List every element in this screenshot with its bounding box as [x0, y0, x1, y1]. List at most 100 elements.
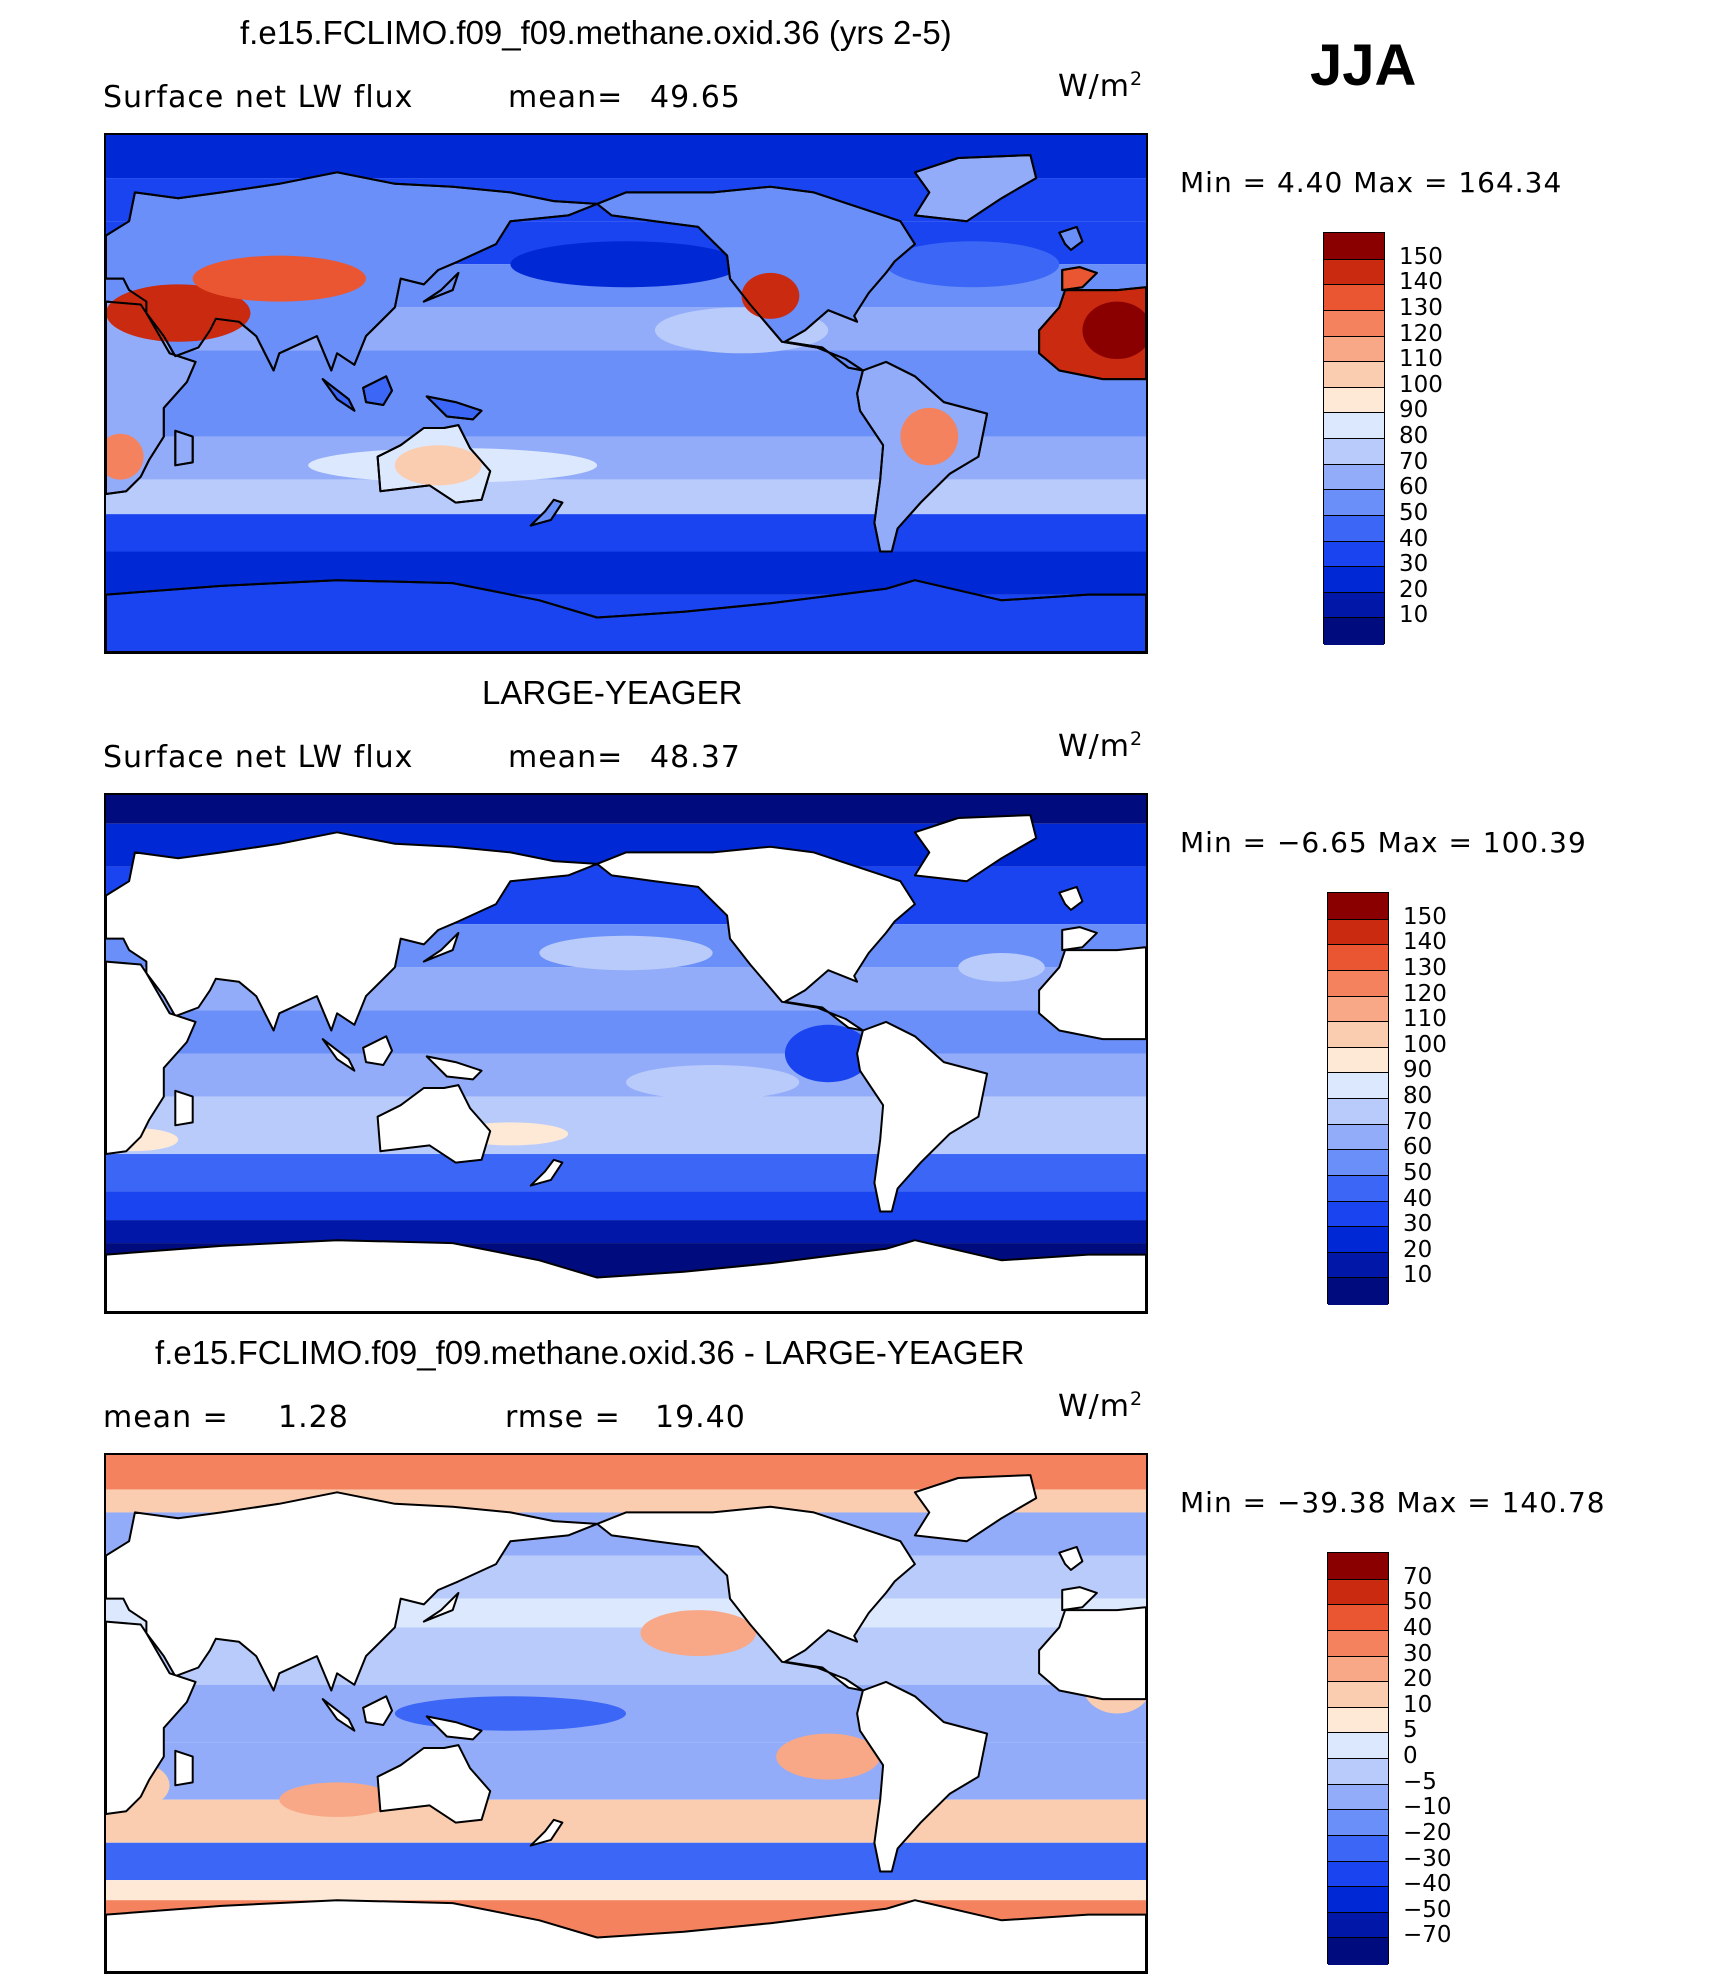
colorbar-swatch [1328, 1886, 1388, 1914]
colorbar-tick-label: 130 [1399, 294, 1443, 321]
colorbar-tick-label: 90 [1403, 1057, 1433, 1084]
colorbar-tick-label: 110 [1399, 346, 1443, 373]
colorbar-swatch [1324, 438, 1384, 466]
colorbar-tick-label: 140 [1399, 269, 1443, 296]
coastline-borneo [362, 1035, 393, 1066]
colorbar-swatch [1324, 412, 1384, 440]
colorbar-tick-label: 10 [1403, 1691, 1433, 1718]
panel-2-colorbar: 150 140 130 120 110 100 90 80 70 60 50 40 30 20 10 [1327, 892, 1447, 1305]
colorbar-swatch [1324, 540, 1384, 568]
coastline-madagascar [174, 1089, 194, 1127]
colorbar-swatch [1328, 1021, 1388, 1049]
field-anomaly [394, 1696, 626, 1731]
colorbar-tick-label: −20 [1403, 1819, 1452, 1846]
panel-1-mean-value: 49.65 [650, 80, 741, 115]
colorbar-tick-label: 20 [1399, 576, 1429, 603]
colorbar-tick-label: 50 [1399, 499, 1429, 526]
colorbar-swatch [1328, 1604, 1388, 1632]
panel-3-rmse-value: 19.40 [655, 1400, 746, 1435]
panel-2-map [104, 793, 1148, 1314]
field-band [106, 1191, 1146, 1221]
colorbar-tick-label: 20 [1403, 1666, 1433, 1693]
coastline-outline-nz [529, 498, 564, 527]
panel-1-field [106, 135, 1146, 652]
panel-3-colorbar: 70 50 40 30 20 10 5 0 −5 −10 −20 −30 −40 −50 −70 [1327, 1552, 1452, 1965]
colorbar-swatch [1328, 1860, 1388, 1888]
panel-3-field [106, 1455, 1146, 1972]
colorbar-tick-label: 0 [1403, 1743, 1418, 1769]
field-band [106, 1220, 1146, 1244]
panel-1-colorbar: 150 140 130 120 110 100 90 80 70 60 50 40 30 20 10 [1323, 232, 1443, 645]
panel-1-title: f.e15.FCLIMO.f09_f09.methane.oxid.36 (yr… [240, 14, 952, 51]
panel-2-mean-value: 48.37 [650, 740, 741, 775]
land-anomaly [741, 272, 800, 319]
colorbar-tick-label: 120 [1399, 320, 1443, 347]
field-anomaly [510, 241, 742, 288]
coastline-outline-australia [376, 424, 492, 504]
field-band [106, 1096, 1146, 1155]
colorbar-swatch [1324, 463, 1384, 491]
colorbar-swatch [1328, 995, 1388, 1023]
coastline-outline-uk [1058, 225, 1084, 251]
colorbar-swatch [1328, 1553, 1388, 1580]
colorbar-tick-label: 110 [1403, 1006, 1447, 1033]
season-label: JJA [1310, 33, 1417, 98]
colorbar-swatch [1328, 893, 1388, 920]
colorbar-swatch [1328, 1681, 1388, 1709]
colorbar-tick-label: 100 [1399, 371, 1443, 398]
field-anomaly [539, 935, 713, 971]
colorbar-swatch [1324, 361, 1384, 389]
coastline-eurasia [106, 831, 599, 1032]
field-anomaly [279, 1782, 395, 1817]
coastline-outline-japan [422, 271, 460, 303]
colorbar-tick-label: −70 [1403, 1922, 1452, 1949]
panel-1-mean-label: mean= [508, 80, 624, 115]
coastline-sumatra [321, 1038, 356, 1072]
land-anomaly [394, 445, 482, 486]
panel-1-minmax: Min = 4.40 Max = 164.34 [1180, 166, 1563, 199]
colorbar-tick-label: 70 [1403, 1108, 1433, 1135]
colorbar-tick-label: 10 [1403, 1262, 1433, 1289]
colorbar-swatch [1328, 1629, 1388, 1657]
panel-2-mean-label: mean= [508, 740, 624, 775]
coastline-newguinea [425, 1715, 483, 1741]
colorbar-tick-label: −30 [1403, 1845, 1452, 1872]
colorbar-tick-label: 80 [1403, 1083, 1433, 1109]
land-anomaly [106, 433, 144, 480]
coastline-outline-borneo [362, 375, 393, 406]
colorbar-tick-label: 40 [1403, 1185, 1433, 1212]
field-band [106, 436, 1146, 480]
colorbar-tick-label: 20 [1403, 1236, 1433, 1263]
colorbar-swatch [1328, 1911, 1388, 1939]
land-anomaly [900, 407, 959, 466]
coastline-outline-namerica [596, 185, 916, 372]
colorbar-swatch [1328, 1149, 1388, 1177]
coastline-outline-greenland [913, 154, 1038, 223]
land-anomaly [192, 255, 366, 302]
panel-1-colorbar-strip [1323, 232, 1385, 645]
colorbar-swatch [1328, 1578, 1388, 1606]
coastline-outline-eurasia [106, 171, 599, 372]
field-band [106, 1154, 1146, 1192]
coastline-greenland [913, 1474, 1038, 1543]
coastline-newguinea [425, 1055, 483, 1081]
colorbar-swatch [1324, 386, 1384, 414]
colorbar-tick-label: 100 [1403, 1031, 1447, 1058]
colorbar-tick-label: 30 [1399, 551, 1429, 578]
colorbar-tick-label: 40 [1403, 1614, 1433, 1641]
colorbar-tick-label: 60 [1399, 474, 1429, 501]
colorbar-swatch [1324, 514, 1384, 542]
colorbar-swatch [1324, 233, 1384, 260]
coastline-antarctic [106, 1239, 1146, 1312]
field-band [106, 514, 1146, 552]
coastline-africa_w [1038, 1606, 1146, 1701]
field-band [106, 479, 1146, 515]
colorbar-swatch [1324, 591, 1384, 619]
colorbar-swatch [1328, 1123, 1388, 1151]
coastline-antarctic [106, 1899, 1146, 1972]
colorbar-tick-label: 120 [1403, 980, 1447, 1007]
field-anomaly [776, 1733, 881, 1780]
colorbar-tick-label: 150 [1399, 243, 1443, 270]
panel-3-map [104, 1453, 1148, 1974]
field-band [106, 393, 1146, 437]
